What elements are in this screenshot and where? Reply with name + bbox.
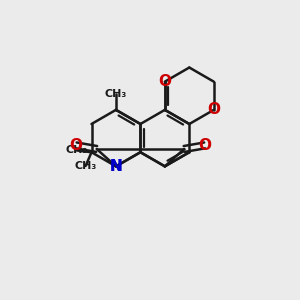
Text: CH₃: CH₃	[105, 88, 127, 98]
Text: O: O	[158, 74, 171, 89]
Text: CH₃: CH₃	[66, 146, 88, 155]
Text: CH₃: CH₃	[74, 161, 97, 171]
Text: O: O	[207, 102, 220, 117]
Text: O: O	[198, 138, 211, 153]
Text: N: N	[110, 159, 122, 174]
Text: O: O	[70, 138, 83, 153]
Text: N: N	[110, 159, 122, 174]
